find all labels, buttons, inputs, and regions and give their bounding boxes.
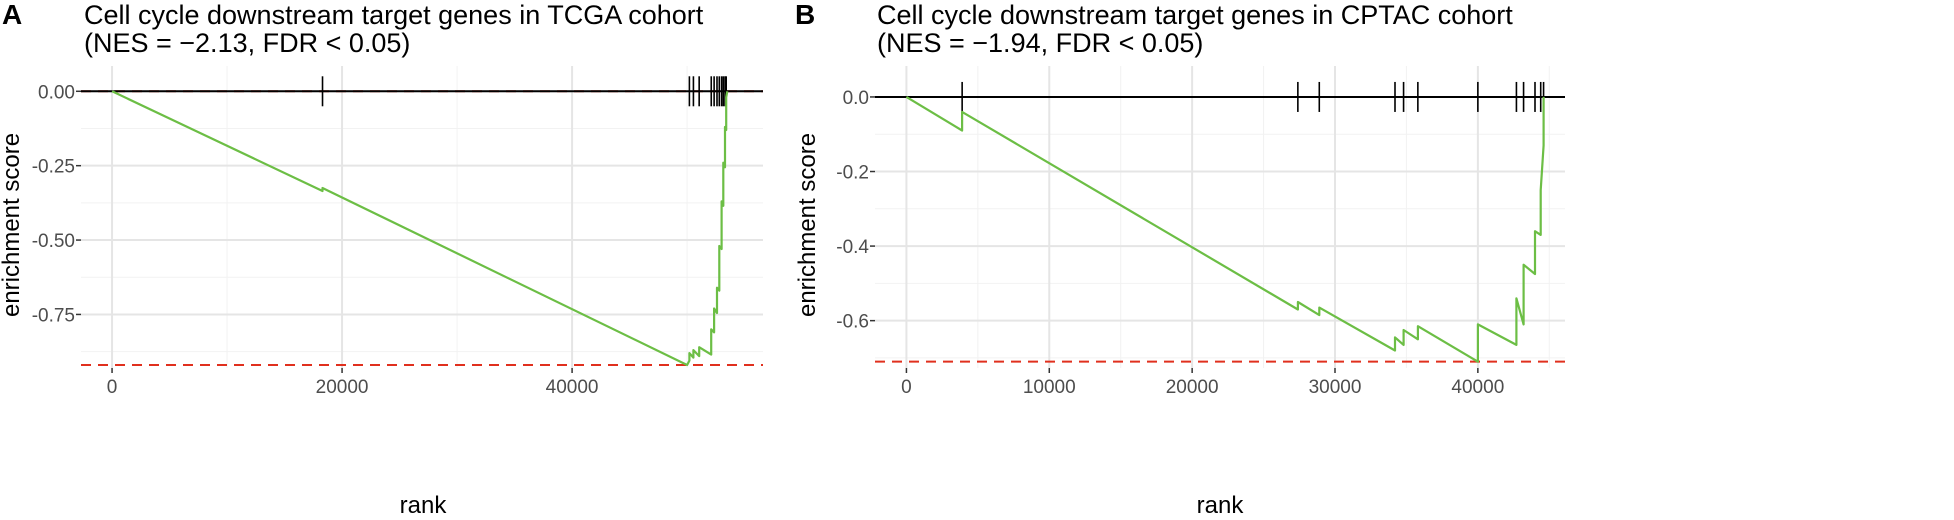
x-axis-title-b: rank xyxy=(1197,492,1245,519)
x-tick-label: 40000 xyxy=(1451,377,1504,398)
panel-label-b: B xyxy=(795,0,815,30)
plot-area-b: 0 10000 20000 30000 40000 0.0 -0.2 -0.4 -0.6 xyxy=(836,66,1565,398)
y-axis-title-a: enrichment score xyxy=(0,133,25,317)
x-tick-label: 20000 xyxy=(1166,377,1219,398)
plot-area-a: 0 20000 40000 0.00 -0.25 -0.50 -0.75 xyxy=(32,66,763,398)
x-tick-label: 40000 xyxy=(546,377,599,398)
y-tick-label: -0.25 xyxy=(32,157,75,178)
y-tick-label: 0.0 xyxy=(843,88,869,109)
y-tick-label: -0.2 xyxy=(836,163,869,184)
panel-b: B Cell cycle downstream target genes in … xyxy=(794,0,1565,519)
x-tick-label: 0 xyxy=(107,377,118,398)
panel-label-a: A xyxy=(2,0,22,30)
x-tick-label: 30000 xyxy=(1309,377,1362,398)
chart-title-b: Cell cycle downstream target genes in CP… xyxy=(877,0,1513,30)
chart-title-a: Cell cycle downstream target genes in TC… xyxy=(84,0,704,30)
x-tick-label: 20000 xyxy=(316,377,369,398)
x-axis-title-a: rank xyxy=(400,492,448,519)
chart-subtitle-a: (NES = −2.13, FDR < 0.05) xyxy=(84,28,410,58)
y-tick-label: 0.00 xyxy=(38,82,75,103)
y-tick-label: -0.4 xyxy=(836,237,869,258)
x-tick-label: 0 xyxy=(901,377,912,398)
x-tick-label: 10000 xyxy=(1023,377,1076,398)
y-tick-label: -0.6 xyxy=(836,312,869,333)
enrichment-curve xyxy=(111,90,729,367)
y-tick-label: -0.75 xyxy=(32,305,75,326)
enrichment-curve xyxy=(905,95,1545,363)
y-tick-label: -0.50 xyxy=(32,231,75,252)
chart-subtitle-b: (NES = −1.94, FDR < 0.05) xyxy=(877,28,1203,58)
panel-a: A Cell cycle downstream target genes in … xyxy=(0,0,763,519)
y-axis-title-b: enrichment score xyxy=(794,133,821,317)
